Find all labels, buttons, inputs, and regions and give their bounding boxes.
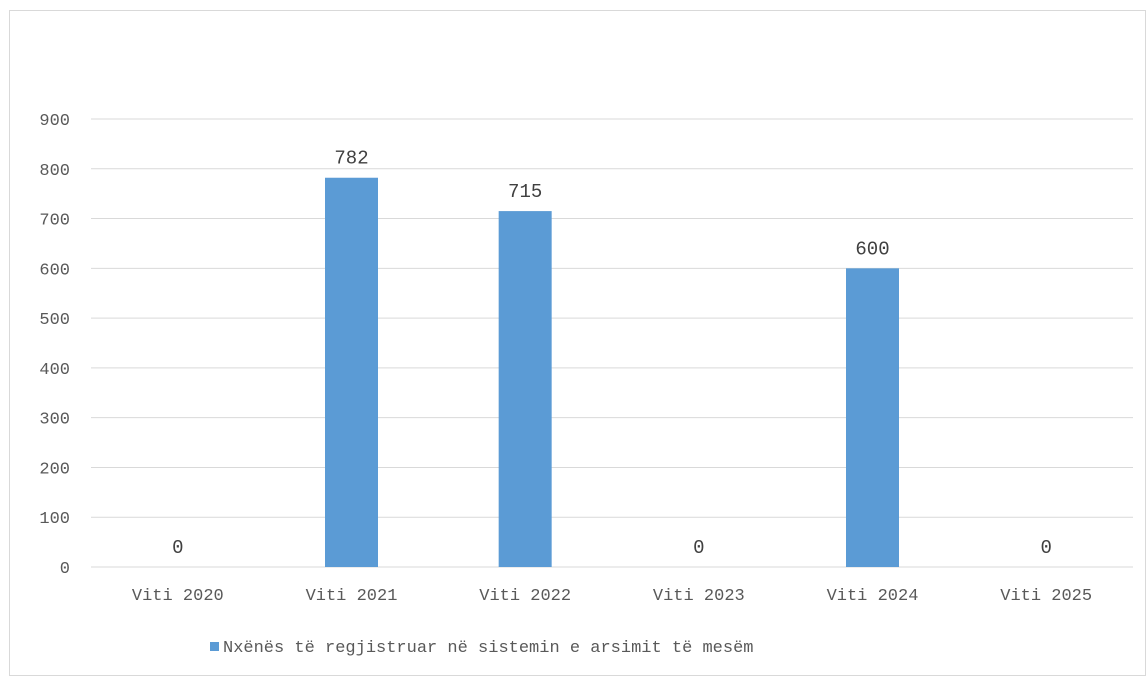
legend: Nxënës të regjistruar në sistemin e arsi… xyxy=(210,639,754,658)
legend-label: Nxënës të regjistruar në sistemin e arsi… xyxy=(223,639,754,658)
y-tick-label-600: 600 xyxy=(39,261,70,280)
data-label-5: 0 xyxy=(1040,537,1051,559)
bars xyxy=(325,177,899,568)
gridlines xyxy=(91,118,1133,568)
data-label-0: 0 xyxy=(172,537,183,559)
data-label-3: 0 xyxy=(693,537,704,559)
y-tick-label-300: 300 xyxy=(39,411,70,430)
legend-swatch xyxy=(210,642,219,651)
chart-frame xyxy=(9,10,1146,676)
x-category-label-4: Viti 2024 xyxy=(827,587,919,606)
bar-2 xyxy=(498,211,552,568)
x-category-label-5: Viti 2025 xyxy=(1000,587,1092,606)
y-tick-label-700: 700 xyxy=(39,212,70,231)
x-category-label-0: Viti 2020 xyxy=(132,587,224,606)
x-axis-category-labels: Viti 2020 Viti 2021 Viti 2022 Viti 2023 Viti… xyxy=(132,587,1092,606)
data-label-2: 715 xyxy=(508,181,542,203)
y-tick-label-400: 400 xyxy=(39,361,70,380)
y-tick-label-200: 200 xyxy=(39,460,70,479)
y-axis-tick-labels: 0 100 200 300 400 500 600 700 800 900 xyxy=(39,112,70,579)
x-category-label-1: Viti 2021 xyxy=(306,587,398,606)
y-tick-label-100: 100 xyxy=(39,510,70,529)
y-tick-label-800: 800 xyxy=(39,162,70,181)
x-category-label-3: Viti 2023 xyxy=(653,587,745,606)
data-labels: 0 782 715 0 600 0 xyxy=(172,148,1052,559)
x-category-label-2: Viti 2022 xyxy=(479,587,571,606)
bar-4 xyxy=(846,268,899,567)
y-tick-label-900: 900 xyxy=(39,112,70,131)
y-tick-label-0: 0 xyxy=(60,560,70,579)
data-label-1: 782 xyxy=(334,148,368,170)
bar-1 xyxy=(325,177,378,567)
y-tick-label-500: 500 xyxy=(39,311,70,330)
data-label-4: 600 xyxy=(855,238,889,260)
